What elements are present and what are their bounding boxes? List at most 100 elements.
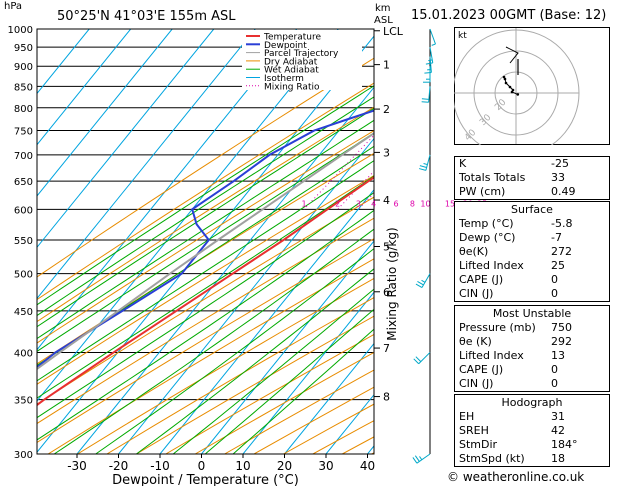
table-row: CAPE (J) 0 (455, 363, 609, 377)
temp-tick-label: 10 (235, 459, 250, 473)
row-value: -25 (551, 157, 569, 170)
row-value: 42 (551, 424, 565, 437)
temp-tick-label: -30 (67, 459, 87, 473)
mixing-ratio-label: 10 (420, 199, 430, 208)
row-key: StmSpd (kt) (459, 452, 525, 465)
pressure-tick-label: 350 (14, 396, 33, 407)
table-row: Temp (°C) -5.8 (455, 217, 609, 231)
wet-adiabat-line (37, 119, 374, 340)
asl-unit-label: ASL (374, 15, 393, 26)
wind-barb (418, 154, 431, 171)
wind-barb (421, 86, 431, 103)
table-row: θe(K) 272 (455, 245, 609, 259)
temp-tick-label: 30 (318, 459, 333, 473)
row-key: Totals Totals (459, 171, 526, 184)
wind-barb-feather (421, 101, 429, 103)
wind-barb-feather (418, 168, 426, 171)
pressure-tick-label: 1000 (8, 25, 33, 36)
wet-adiabat-line (37, 107, 374, 328)
wind-barb-feather (413, 358, 420, 365)
wind-barb-feather (414, 455, 420, 462)
row-value: 292 (551, 335, 572, 348)
temp-tick-label: -20 (109, 459, 129, 473)
dry-adiabat-line (106, 296, 374, 454)
table-row: Lifted Index 25 (455, 259, 609, 273)
wet-adiabat-line (37, 191, 374, 419)
row-key: CAPE (J) (459, 363, 504, 376)
mixing-ratio-label: 3 (356, 199, 361, 208)
row-key: EH (459, 410, 475, 423)
mixing-ratio-label: 2 (335, 199, 340, 208)
wind-barb-staff (416, 453, 431, 464)
hodograph-point (511, 88, 515, 92)
legend-entry: Mixing Ratio (264, 82, 320, 92)
wind-barb-staff (421, 273, 431, 288)
row-key: CIN (J) (459, 287, 494, 300)
legend-entry: Isotherm (264, 74, 304, 84)
wind-barb-feather (419, 165, 427, 168)
temp-tick-label: 20 (277, 459, 292, 473)
wet-adiabat-line (136, 268, 374, 454)
mixing-ratio-axis-label: Mixing Ratio (g/kg) (385, 227, 399, 340)
x-axis-label: Dewpoint / Temperature (°C) (112, 473, 299, 486)
wind-barb-half-feather (423, 163, 428, 166)
km-unit-label: km (375, 3, 391, 14)
pressure-tick-label: 650 (14, 177, 33, 188)
wet-adiabat-line (37, 96, 374, 317)
wet-adiabat-line (53, 228, 374, 454)
row-key: Dewp (°C) (459, 231, 516, 244)
mixing-ratio-label: 15 (445, 199, 455, 208)
most-unstable-panel: Most Unstable Pressure (mb) 750 θe (K) 292 Li… (454, 305, 610, 392)
row-value: 13 (551, 349, 565, 362)
wind-barb-feather (415, 356, 422, 362)
wind-barb-staff (428, 86, 431, 103)
panel-title: Most Unstable (492, 307, 572, 320)
legend-entry: Parcel Trajectory (264, 49, 339, 59)
pressure-tick-label: 450 (14, 307, 33, 318)
mixing-ratio-label: 8 (410, 199, 415, 208)
dry-adiabat-line (37, 196, 374, 405)
pressure-tick-label: 750 (14, 127, 33, 138)
dry-adiabat-line (37, 217, 374, 425)
wet-adiabat-line (172, 288, 374, 454)
km-tick-label: 5 (383, 241, 390, 254)
copyright-label: © weatheronline.co.uk (447, 470, 585, 484)
wet-adiabat-line (37, 85, 374, 306)
row-value: 25 (551, 259, 565, 272)
hodograph-point (508, 85, 512, 89)
wind-barb-feather (417, 281, 424, 286)
hodograph-frame (454, 27, 610, 145)
row-value: 750 (551, 321, 572, 334)
table-row: θe (K) 292 (455, 335, 609, 349)
wind-barb-half-feather (419, 456, 423, 461)
wind-barb (412, 453, 431, 464)
dry-adiabat-line (136, 315, 374, 454)
row-value: -7 (551, 231, 562, 244)
profile-temperature (37, 176, 374, 407)
isotherm-line (37, 29, 132, 146)
table-row: EH 31 (455, 410, 609, 424)
isotherm-line (284, 342, 374, 454)
row-key: Lifted Index (459, 259, 524, 272)
hodograph-table-panel: Hodograph EH 31 SREH 42 StmDir 184° StmSpd (kt)… (454, 394, 610, 467)
row-value: 0 (551, 363, 558, 376)
km-tick-label: 6 (383, 286, 390, 299)
legend-entry: Wet Adiabat (264, 66, 319, 76)
wet-adiabat-line (37, 132, 374, 352)
dry-adiabat-line (77, 277, 374, 454)
plot-area (37, 29, 374, 454)
row-key: θe (K) (459, 335, 492, 348)
wind-barb-staff (429, 47, 434, 63)
wind-barb (423, 66, 431, 83)
location-label: 50°25'N 41°03'E 155m ASL (57, 9, 236, 24)
legend-entry: Temperature (263, 33, 321, 43)
wind-barb (413, 352, 431, 365)
wind-barb-half-feather (431, 43, 436, 46)
table-row: CIN (J) 0 (455, 377, 609, 391)
isotherm-line (242, 291, 374, 454)
km-tick-label: 3 (383, 146, 390, 159)
row-value: 272 (551, 245, 572, 258)
table-row: K -25 (455, 157, 609, 171)
wet-adiabat-line (204, 308, 374, 454)
hpa-unit-label: hPa (4, 1, 23, 12)
